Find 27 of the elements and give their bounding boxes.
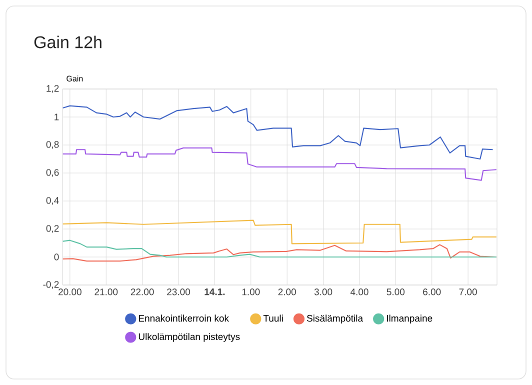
x-tick-label: 7.00 — [459, 288, 477, 296]
x-tick-label: 23.00 — [167, 288, 190, 296]
x-tick-label: 2.00 — [278, 288, 296, 296]
x-tick-label: 5.00 — [386, 288, 405, 296]
y-tick-label: 0,6 — [46, 169, 59, 177]
y-tick-label: 0,2 — [46, 225, 59, 233]
y-tick-label: -0,2 — [43, 281, 59, 289]
y-axis-title: Gain — [66, 76, 83, 82]
legend-label: Ennakointikerroin kok — [138, 314, 230, 322]
legend-label: Tuuli — [263, 314, 283, 322]
y-tick-label: 1 — [54, 114, 59, 120]
y-tick-label: 0,8 — [46, 141, 59, 149]
x-tick-label: 14.1. — [204, 288, 225, 296]
y-tick-label: 0,4 — [46, 197, 59, 205]
chart-title: Gain 12h — [34, 36, 102, 48]
y-tick-label: 0 — [54, 254, 59, 260]
x-tick-label: 6.00 — [423, 288, 441, 296]
x-tick-label: 22.00 — [130, 288, 154, 296]
x-tick-label: 20.00 — [58, 288, 82, 296]
x-tick-label: 4.00 — [350, 288, 368, 296]
legend-label: Ulkolämpötilan pisteytys — [138, 333, 240, 342]
x-tick-label: 21.00 — [94, 288, 118, 296]
legend-label: Sisälämpötila — [306, 314, 364, 324]
y-tick-label: 1,2 — [46, 85, 59, 93]
legend-label: Ilmanpaine — [387, 314, 432, 324]
x-tick-label: 3.00 — [314, 288, 332, 296]
x-tick-label: 1.00 — [242, 288, 260, 296]
